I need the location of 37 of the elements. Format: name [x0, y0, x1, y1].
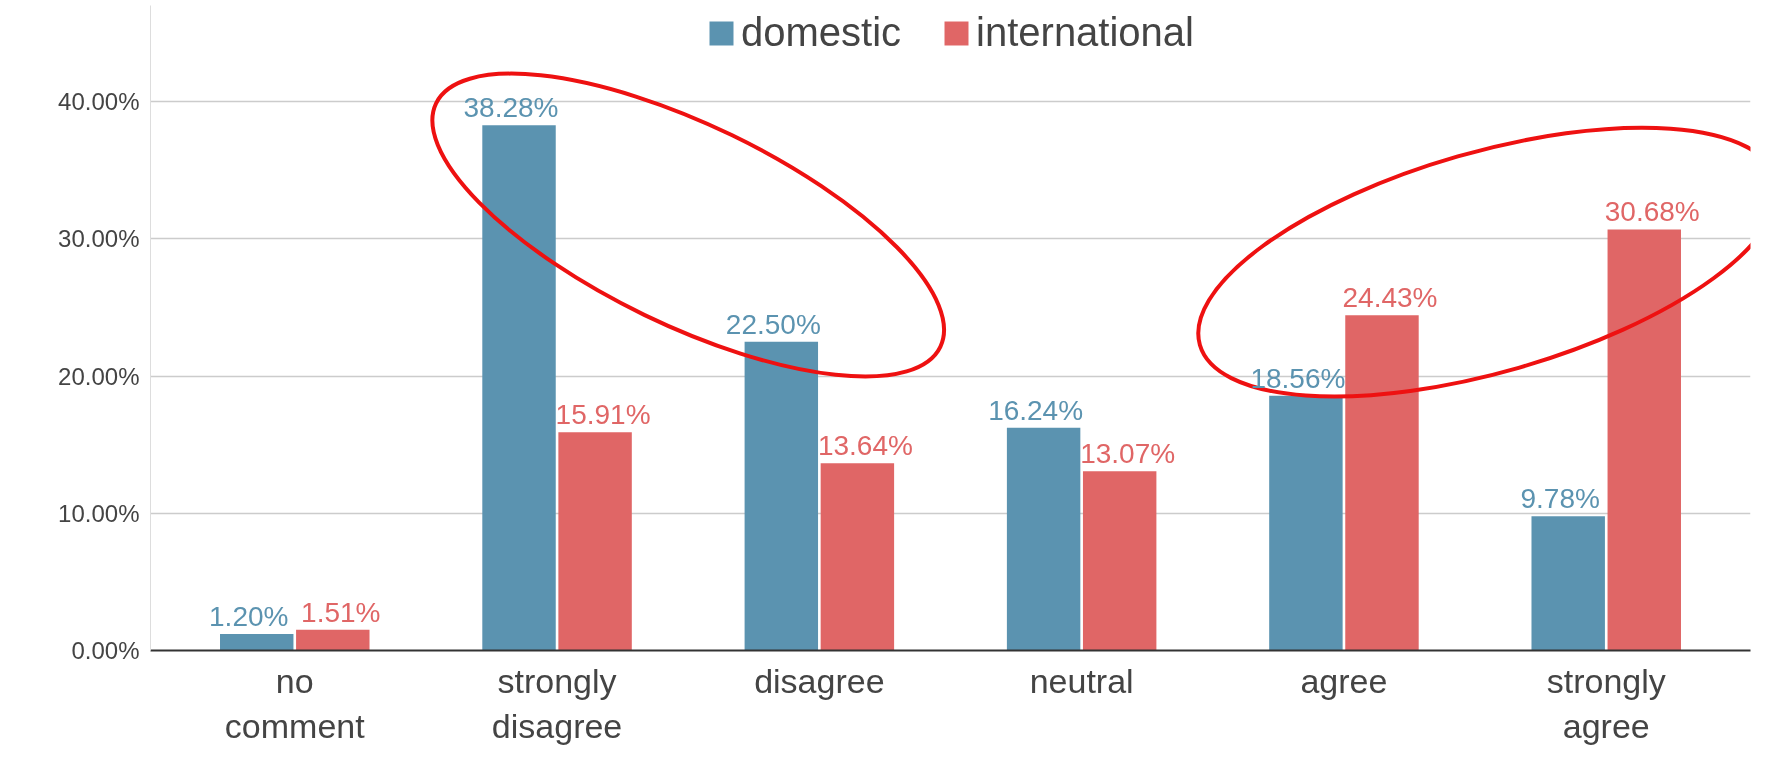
data-label: 15.91%	[555, 399, 651, 431]
data-label: 1.20%	[209, 601, 289, 633]
data-label: 38.28%	[463, 92, 559, 124]
data-label: 22.50%	[725, 308, 821, 340]
y-tick-label: 20.00%	[58, 362, 140, 390]
data-label: 13.64%	[817, 430, 913, 462]
bar	[820, 463, 895, 651]
bar	[220, 634, 294, 651]
y-tick-label: 10.00%	[58, 499, 140, 527]
bar	[296, 629, 370, 651]
x-tick-label: neutral	[1029, 661, 1134, 700]
data-label: 30.68%	[1604, 196, 1700, 228]
bar	[1345, 315, 1419, 651]
x-tick-label: no comment	[224, 661, 366, 746]
bar	[1607, 229, 1681, 651]
data-label: 1.51%	[301, 596, 381, 628]
y-tick-label: 30.00%	[58, 225, 140, 253]
data-label: 18.56%	[1250, 362, 1346, 394]
data-label: 16.24%	[988, 394, 1084, 426]
bar	[1269, 395, 1343, 651]
bar	[1531, 516, 1605, 651]
y-tick-label: 0.00%	[71, 637, 140, 664]
data-label: 13.07%	[1080, 438, 1176, 470]
bar	[482, 125, 556, 651]
bar	[744, 341, 819, 651]
legend-label: domestic	[741, 10, 902, 55]
x-tick-label: agree	[1300, 661, 1388, 700]
bar	[1006, 427, 1081, 651]
x-tick-label: strongly disagree	[491, 661, 623, 746]
bar	[1082, 471, 1157, 651]
y-tick-label: 40.00%	[58, 88, 140, 116]
data-label: 24.43%	[1342, 282, 1438, 314]
legend-label: international	[976, 10, 1194, 55]
data-label: 9.78%	[1520, 483, 1600, 515]
x-tick-label: strongly agree	[1546, 661, 1666, 746]
bar	[558, 432, 632, 651]
x-tick-label: disagree	[754, 661, 885, 700]
